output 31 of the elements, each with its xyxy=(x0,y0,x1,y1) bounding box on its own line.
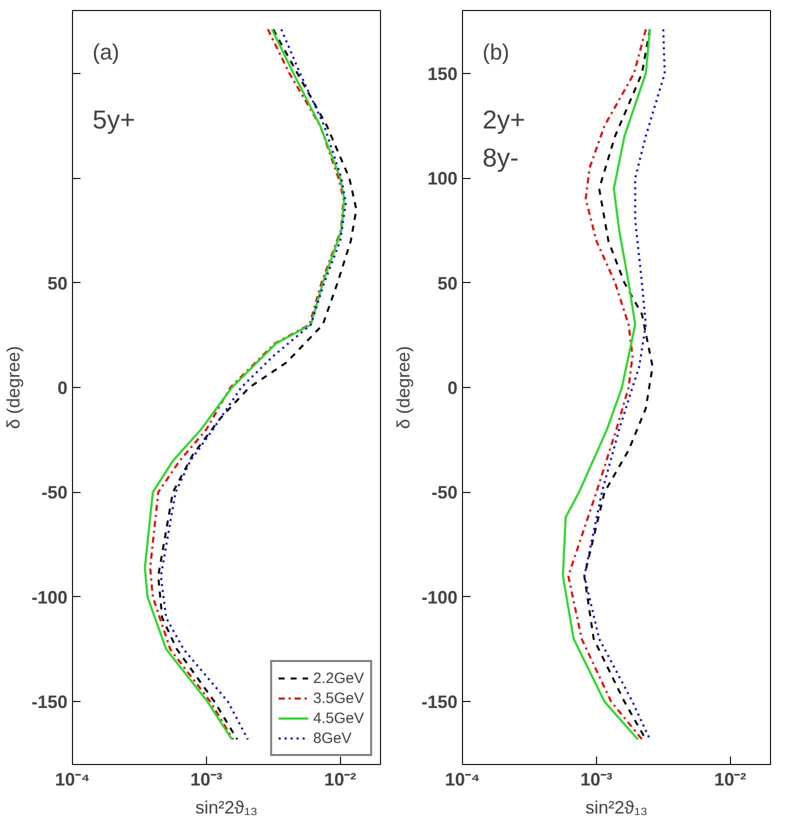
x-tick-label: 10⁻³ xyxy=(190,770,222,790)
y-tick-label: -150 xyxy=(421,692,458,712)
y-axis-title: δ (degree) xyxy=(3,346,24,430)
y-axis-title: δ (degree) xyxy=(393,346,414,430)
x-tick-label: 10⁻² xyxy=(714,770,746,790)
x-tick-label: 10⁻² xyxy=(324,770,356,790)
annotation: 5y+ xyxy=(92,104,136,134)
y-tick-label: 0 xyxy=(57,378,68,398)
x-axis-title: sin²2ϑ₁₃ xyxy=(585,798,648,818)
x-tick-label: 10⁻³ xyxy=(580,770,612,790)
legend-label: 3.5GeV xyxy=(313,690,364,706)
annotation: 2y+ xyxy=(482,104,526,134)
x-tick-label: 10⁻⁴ xyxy=(445,770,480,790)
y-tick-label: 50 xyxy=(47,273,68,294)
x-tick-label: 10⁻⁴ xyxy=(55,770,90,790)
annotation: 8y- xyxy=(482,142,519,172)
annotation: (b) xyxy=(482,40,510,64)
y-tick-label: 150 xyxy=(427,64,458,84)
y-tick-label: 100 xyxy=(427,168,458,189)
legend-label: 4.5GeV xyxy=(313,710,364,726)
y-tick-label: -100 xyxy=(31,587,68,608)
y-tick-label: -150 xyxy=(31,692,68,712)
y-tick-label: -100 xyxy=(421,587,458,608)
legend-label: 8GeV xyxy=(313,730,352,746)
legend-label: 2.2GeV xyxy=(313,670,364,686)
y-tick-label: -50 xyxy=(41,482,68,503)
annotation: (a) xyxy=(92,40,120,64)
x-axis-title: sin²2ϑ₁₃ xyxy=(195,798,258,818)
y-tick-label: 0 xyxy=(447,378,458,398)
y-tick-label: -50 xyxy=(431,482,458,503)
y-tick-label: 50 xyxy=(437,273,458,294)
